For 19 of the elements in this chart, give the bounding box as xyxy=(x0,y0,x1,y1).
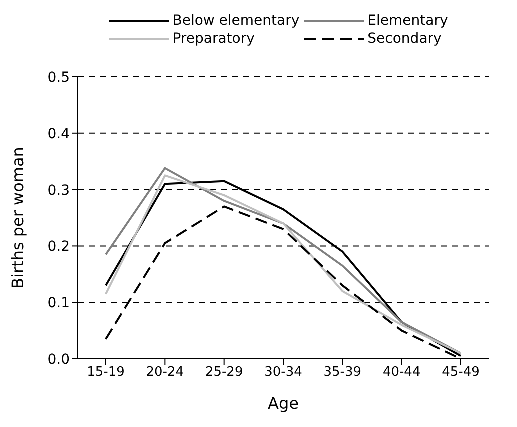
x-tick-label: 15-19 xyxy=(87,365,125,380)
x-tick-label: 40-44 xyxy=(382,365,421,380)
y-tick-label: 0.5 xyxy=(48,70,70,86)
x-axis-title: Age xyxy=(268,394,299,413)
legend-label: Preparatory xyxy=(172,31,255,47)
legend-label: Elementary xyxy=(368,13,448,29)
legend-label: Secondary xyxy=(368,31,442,47)
y-tick-label: 0.0 xyxy=(48,352,70,368)
x-tick-label: 35-39 xyxy=(324,365,362,380)
y-tick-label: 0.1 xyxy=(48,296,70,312)
x-tick-label: 20-24 xyxy=(146,365,184,380)
y-axis-title: Births per woman xyxy=(8,147,28,289)
x-tick-label: 30-34 xyxy=(264,365,302,380)
legend-label: Below elementary xyxy=(172,13,300,29)
x-tick-label: 45-49 xyxy=(442,365,480,380)
y-tick-label: 0.2 xyxy=(48,239,70,256)
x-tick-label: 25-29 xyxy=(205,365,244,380)
y-tick-label: 0.3 xyxy=(48,182,70,199)
y-tick-label: 0.4 xyxy=(48,126,70,142)
